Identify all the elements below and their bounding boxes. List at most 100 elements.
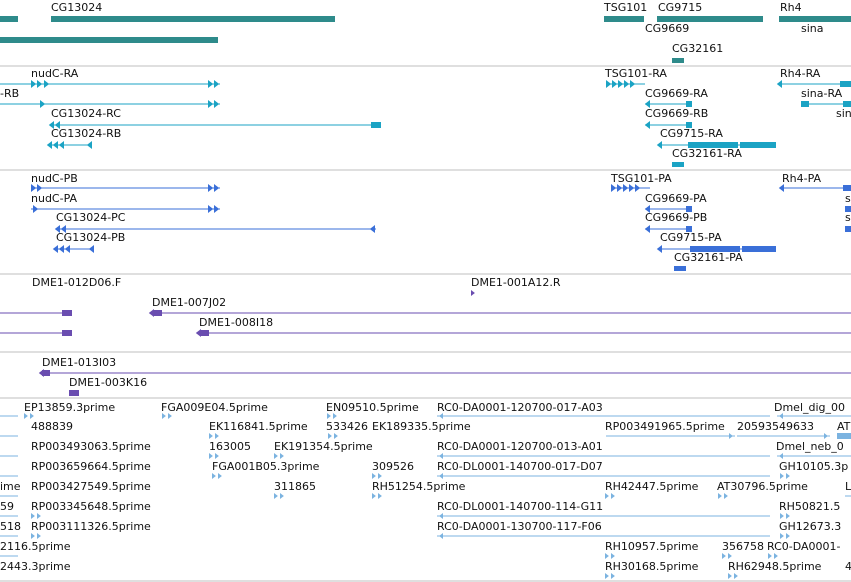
feature-label[interactable]: CG13024-PC bbox=[56, 211, 126, 224]
est-label[interactable]: 309526 bbox=[372, 460, 414, 473]
est-label[interactable]: 2116.5prime bbox=[0, 540, 71, 553]
est-label[interactable]: EN09510.5prime bbox=[326, 401, 419, 414]
est-label[interactable]: RH10957.5prime bbox=[605, 540, 699, 553]
clone-label[interactable]: DME1-013I03 bbox=[42, 356, 117, 369]
feature-label[interactable]: Rh4-PA bbox=[782, 172, 822, 185]
gene-label[interactable]: sina bbox=[801, 22, 824, 35]
gene-label[interactable]: CG9715 bbox=[658, 1, 703, 14]
est-label[interactable]: GH10105.3p bbox=[779, 460, 849, 473]
est-label[interactable]: L bbox=[845, 480, 851, 493]
feature-label[interactable]: CG32161-PA bbox=[674, 251, 743, 264]
exon-block[interactable] bbox=[686, 226, 692, 232]
exon-block[interactable] bbox=[845, 206, 851, 212]
feature-label[interactable]: CG9669-PA bbox=[645, 192, 707, 205]
est-label[interactable]: RP003111326.5prime bbox=[31, 520, 151, 533]
est-label[interactable]: 311865 bbox=[274, 480, 316, 493]
clone-block[interactable] bbox=[201, 330, 209, 336]
exon-block[interactable] bbox=[674, 266, 686, 271]
gene-block[interactable] bbox=[0, 16, 18, 22]
est-label[interactable]: Dmel_neb_0 bbox=[776, 440, 844, 453]
est-label[interactable]: GH12673.3 bbox=[779, 520, 842, 533]
est-label[interactable]: Dmel_dig_00 bbox=[774, 401, 846, 414]
feature-label[interactable]: -RB bbox=[0, 87, 20, 100]
feature-label[interactable]: Rh4-RA bbox=[780, 67, 821, 80]
feature-label[interactable]: nudC-PB bbox=[31, 172, 78, 185]
feature-label[interactable]: sin bbox=[836, 107, 851, 120]
est-label[interactable]: EK116841.5prime bbox=[209, 420, 308, 433]
est-label[interactable]: RH51254.5prime bbox=[372, 480, 466, 493]
clone-block[interactable] bbox=[69, 390, 79, 396]
exon-block[interactable] bbox=[688, 142, 738, 148]
est-label[interactable]: AT30796.5prime bbox=[717, 480, 808, 493]
exon-block[interactable] bbox=[686, 122, 692, 128]
est-label[interactable]: RH42447.5prime bbox=[605, 480, 699, 493]
est-label[interactable]: RP003427549.5prime bbox=[31, 480, 151, 493]
est-label[interactable]: RH50821.5 bbox=[779, 500, 841, 513]
est-label[interactable]: FGA001B05.3prime bbox=[212, 460, 320, 473]
feature-label[interactable]: CG9669-PB bbox=[645, 211, 708, 224]
est-label[interactable]: AT bbox=[837, 420, 851, 433]
feature-label[interactable]: TSG101-RA bbox=[605, 67, 667, 80]
clone-label[interactable]: DME1-001A12.R bbox=[471, 276, 561, 289]
exon-block[interactable] bbox=[843, 185, 851, 191]
feature-label[interactable]: nudC-RA bbox=[31, 67, 79, 80]
feature-label[interactable]: s bbox=[845, 192, 851, 205]
est-label[interactable]: EK189335.5prime bbox=[372, 420, 471, 433]
exon-block[interactable] bbox=[672, 162, 684, 167]
exon-block[interactable] bbox=[690, 246, 740, 252]
est-label[interactable]: 4 bbox=[845, 560, 851, 573]
est-label[interactable]: RP003345648.5prime bbox=[31, 500, 151, 513]
est-label[interactable]: 488839 bbox=[31, 420, 73, 433]
feature-label[interactable]: CG9715-RA bbox=[660, 127, 723, 140]
clone-block[interactable] bbox=[62, 310, 72, 316]
clone-label[interactable]: DME1-012D06.F bbox=[32, 276, 122, 289]
exon-block[interactable] bbox=[371, 122, 381, 128]
clone-block[interactable] bbox=[42, 370, 50, 376]
est-label[interactable]: 163005 bbox=[209, 440, 251, 453]
feature-label[interactable]: s bbox=[845, 211, 851, 224]
est-label[interactable]: 2443.3prime bbox=[0, 560, 71, 573]
exon-block[interactable] bbox=[740, 142, 776, 148]
gene-block[interactable] bbox=[0, 37, 218, 43]
est-label[interactable]: RC0-DA0001-130700-117-F06 bbox=[437, 520, 602, 533]
est-label[interactable]: RP003491965.5prime bbox=[605, 420, 725, 433]
est-label[interactable]: RH62948.5prime bbox=[728, 560, 822, 573]
est-label[interactable]: RH30168.5prime bbox=[605, 560, 699, 573]
feature-label[interactable]: nudC-PA bbox=[31, 192, 78, 205]
est-label[interactable]: RC0-DL0001-140700-017-D07 bbox=[437, 460, 603, 473]
feature-label[interactable]: TSG101-PA bbox=[611, 172, 672, 185]
clone-label[interactable]: DME1-007J02 bbox=[152, 296, 227, 309]
est-label[interactable]: 356758 bbox=[722, 540, 764, 553]
est-label[interactable]: 518 bbox=[0, 520, 21, 533]
gene-label[interactable]: CG9669 bbox=[645, 22, 690, 35]
feature-label[interactable]: CG32161-RA bbox=[672, 147, 742, 160]
est-label[interactable]: RC0-DL0001-140700-114-G11 bbox=[437, 500, 604, 513]
exon-block[interactable] bbox=[742, 246, 776, 252]
est-label[interactable]: 59 bbox=[0, 500, 14, 513]
exon-block[interactable] bbox=[686, 206, 692, 212]
gene-block[interactable] bbox=[51, 16, 335, 22]
gene-block[interactable] bbox=[604, 16, 644, 22]
feature-label[interactable]: CG9669-RA bbox=[645, 87, 708, 100]
gene-label[interactable]: CG13024 bbox=[51, 1, 103, 14]
feature-label[interactable]: sina-RA bbox=[801, 87, 843, 100]
exon-block[interactable] bbox=[845, 226, 851, 232]
clone-label[interactable]: DME1-003K16 bbox=[69, 376, 148, 389]
gene-block[interactable] bbox=[672, 58, 684, 63]
clone-block[interactable] bbox=[62, 330, 72, 336]
gene-label[interactable]: TSG101 bbox=[604, 1, 648, 14]
feature-label[interactable]: CG9669-RB bbox=[645, 107, 709, 120]
gene-label[interactable]: Rh4 bbox=[780, 1, 802, 14]
gene-label[interactable]: CG32161 bbox=[672, 42, 724, 55]
est-label[interactable]: 20593549633 bbox=[737, 420, 814, 433]
est-label[interactable]: ime bbox=[0, 480, 21, 493]
clone-block[interactable] bbox=[154, 310, 162, 316]
est-label[interactable]: RC0-DA0001-120700-013-A01 bbox=[437, 440, 603, 453]
exon-block[interactable] bbox=[843, 101, 851, 107]
est-label[interactable]: EP13859.3prime bbox=[24, 401, 116, 414]
exon-block[interactable] bbox=[840, 81, 851, 87]
feature-label[interactable]: CG13024-RB bbox=[51, 127, 122, 140]
est-label[interactable]: EK191354.5prime bbox=[274, 440, 373, 453]
clone-label[interactable]: DME1-008I18 bbox=[199, 316, 274, 329]
gene-block[interactable] bbox=[779, 16, 851, 22]
